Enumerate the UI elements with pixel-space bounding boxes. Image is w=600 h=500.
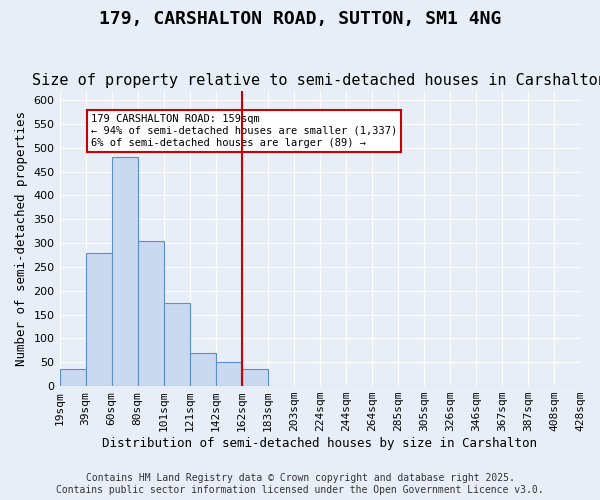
Bar — [215, 362, 242, 386]
Text: 179, CARSHALTON ROAD, SUTTON, SM1 4NG: 179, CARSHALTON ROAD, SUTTON, SM1 4NG — [99, 10, 501, 28]
X-axis label: Distribution of semi-detached houses by size in Carshalton: Distribution of semi-detached houses by … — [102, 437, 537, 450]
Bar — [137, 240, 164, 386]
Text: 179 CARSHALTON ROAD: 159sqm
← 94% of semi-detached houses are smaller (1,337)
6%: 179 CARSHALTON ROAD: 159sqm ← 94% of sem… — [91, 114, 397, 148]
Title: Size of property relative to semi-detached houses in Carshalton: Size of property relative to semi-detach… — [32, 73, 600, 88]
Bar — [164, 302, 190, 386]
Bar — [59, 370, 86, 386]
Bar — [190, 352, 215, 386]
Bar — [242, 370, 268, 386]
Bar — [86, 252, 112, 386]
Text: Contains HM Land Registry data © Crown copyright and database right 2025.
Contai: Contains HM Land Registry data © Crown c… — [56, 474, 544, 495]
Y-axis label: Number of semi-detached properties: Number of semi-detached properties — [15, 111, 28, 366]
Bar — [112, 158, 137, 386]
